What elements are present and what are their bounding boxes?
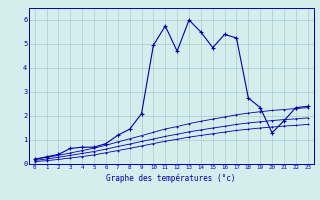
X-axis label: Graphe des températures (°c): Graphe des températures (°c) — [107, 173, 236, 183]
